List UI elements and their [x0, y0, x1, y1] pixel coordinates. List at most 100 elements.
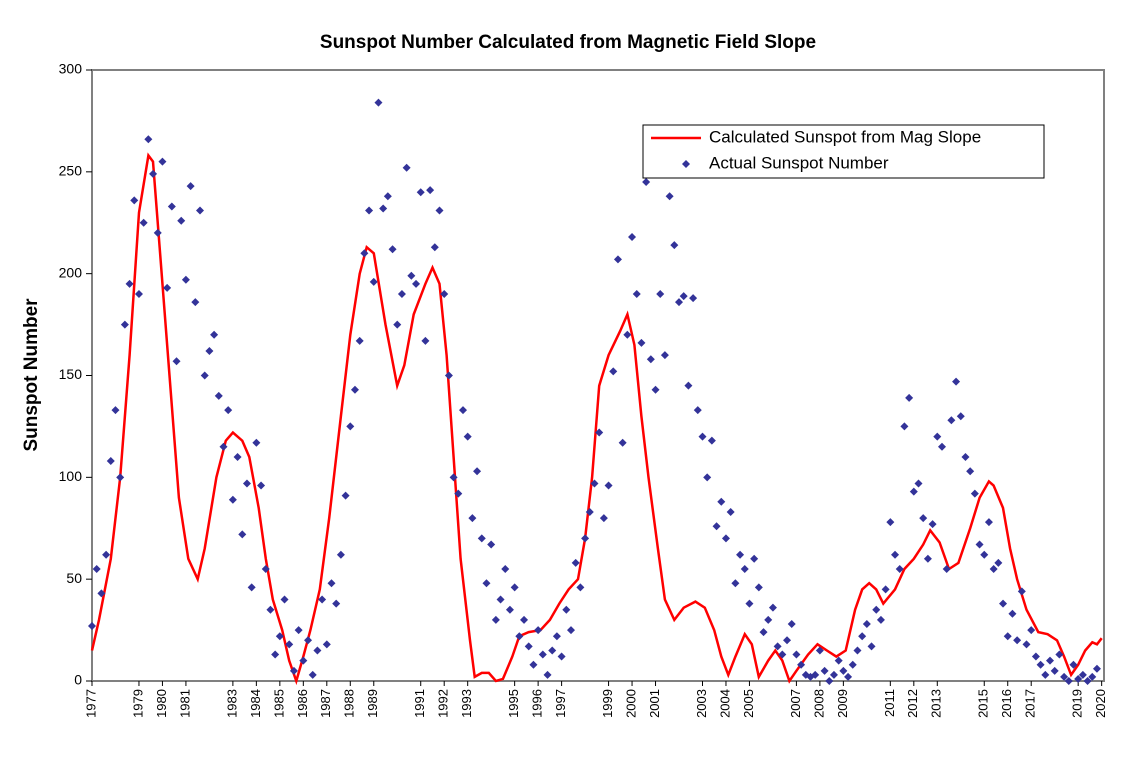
x-tick-label: 1979 — [130, 689, 145, 718]
scatter-point — [158, 157, 167, 166]
scatter-point — [731, 579, 740, 588]
scatter-point — [355, 336, 364, 345]
scatter-point — [393, 320, 402, 329]
x-tick-label: 1995 — [506, 689, 521, 718]
scatter-point — [205, 347, 214, 356]
scatter-point — [642, 178, 651, 187]
y-tick-label: 300 — [59, 61, 83, 77]
scatter-point — [548, 646, 557, 655]
scatter-point — [332, 599, 341, 608]
scatter-point — [219, 442, 228, 451]
scatter-point — [684, 381, 693, 390]
scatter-point — [111, 406, 120, 415]
scatter-point — [717, 497, 726, 506]
scatter-point — [369, 277, 378, 286]
scatter-point — [628, 233, 637, 242]
scatter-point — [670, 241, 679, 250]
scatter-point — [703, 473, 712, 482]
scatter-point — [163, 283, 172, 292]
scatter-point — [609, 367, 618, 376]
scatter-point — [426, 186, 435, 195]
x-tick-label: 1987 — [318, 689, 333, 718]
scatter-point — [660, 351, 669, 360]
x-tick-label: 1984 — [248, 689, 263, 718]
scatter-point — [1055, 650, 1064, 659]
scatter-point — [862, 619, 871, 628]
scatter-point — [623, 330, 632, 339]
scatter-point — [261, 564, 270, 573]
scatter-point — [468, 514, 477, 523]
scatter-point — [844, 672, 853, 681]
legend-swatch — [682, 160, 690, 168]
scatter-point — [238, 530, 247, 539]
scatter-point — [811, 670, 820, 679]
scatter-point — [130, 196, 139, 205]
scatter-point — [1092, 664, 1101, 673]
scatter-point — [102, 550, 111, 559]
x-tick-label: 1985 — [271, 689, 286, 718]
scatter-point — [1064, 677, 1073, 685]
scatter-point — [783, 636, 792, 645]
scatter-point — [186, 182, 195, 191]
scatter-point — [200, 371, 209, 380]
scatter-point — [881, 585, 890, 594]
x-tick-label: 1999 — [600, 689, 615, 718]
scatter-point — [106, 457, 115, 466]
x-tick-label: 2020 — [1093, 689, 1108, 718]
scatter-point — [181, 275, 190, 284]
scatter-point — [266, 605, 275, 614]
scatter-point — [529, 660, 538, 669]
scatter-point — [740, 564, 749, 573]
scatter-point — [458, 406, 467, 415]
scatter-point — [1003, 632, 1012, 641]
scatter-point — [759, 628, 768, 637]
scatter-point — [463, 432, 472, 441]
scatter-point — [707, 436, 716, 445]
scatter-point — [712, 522, 721, 531]
scatter-point — [407, 271, 416, 280]
x-tick-label: 1983 — [224, 689, 239, 718]
legend-label: Actual Sunspot Number — [709, 153, 889, 172]
scatter-point — [271, 650, 280, 659]
scatter-point — [665, 192, 674, 201]
scatter-point — [299, 656, 308, 665]
x-tick-label: 2004 — [717, 689, 732, 718]
scatter-point — [515, 632, 524, 641]
scatter-point — [989, 564, 998, 573]
scatter-point — [444, 371, 453, 380]
scatter-point — [891, 550, 900, 559]
x-tick-label: 2001 — [647, 689, 662, 718]
scatter-point — [224, 406, 233, 415]
scatter-point — [947, 416, 956, 425]
scatter-point — [834, 656, 843, 665]
x-tick-label: 1988 — [342, 689, 357, 718]
scatter-point — [473, 467, 482, 476]
scatter-point — [726, 507, 735, 516]
scatter-point — [721, 534, 730, 543]
x-tick-label: 2007 — [788, 689, 803, 718]
scatter-point — [999, 599, 1008, 608]
scatter-point — [933, 432, 942, 441]
x-tick-label: 2003 — [694, 689, 709, 718]
scatter-point — [1041, 670, 1050, 679]
y-tick-label: 250 — [59, 163, 83, 179]
scatter-point — [876, 615, 885, 624]
scatter-point — [571, 558, 580, 567]
scatter-point — [693, 406, 702, 415]
scatter-point — [768, 603, 777, 612]
scatter-point — [177, 216, 186, 225]
scatter-point — [505, 605, 514, 614]
scatter-point — [754, 583, 763, 592]
scatter-point — [257, 481, 266, 490]
scatter-point — [1045, 656, 1054, 665]
scatter-point — [520, 615, 529, 624]
scatter-point — [167, 202, 176, 211]
scatter-point — [374, 98, 383, 107]
scatter-point — [679, 292, 688, 301]
scatter-point — [365, 206, 374, 215]
scatter-point — [510, 583, 519, 592]
scatter-point — [792, 650, 801, 659]
scatter-point — [848, 660, 857, 669]
scatter-point — [557, 652, 566, 661]
scatter-point — [966, 467, 975, 476]
